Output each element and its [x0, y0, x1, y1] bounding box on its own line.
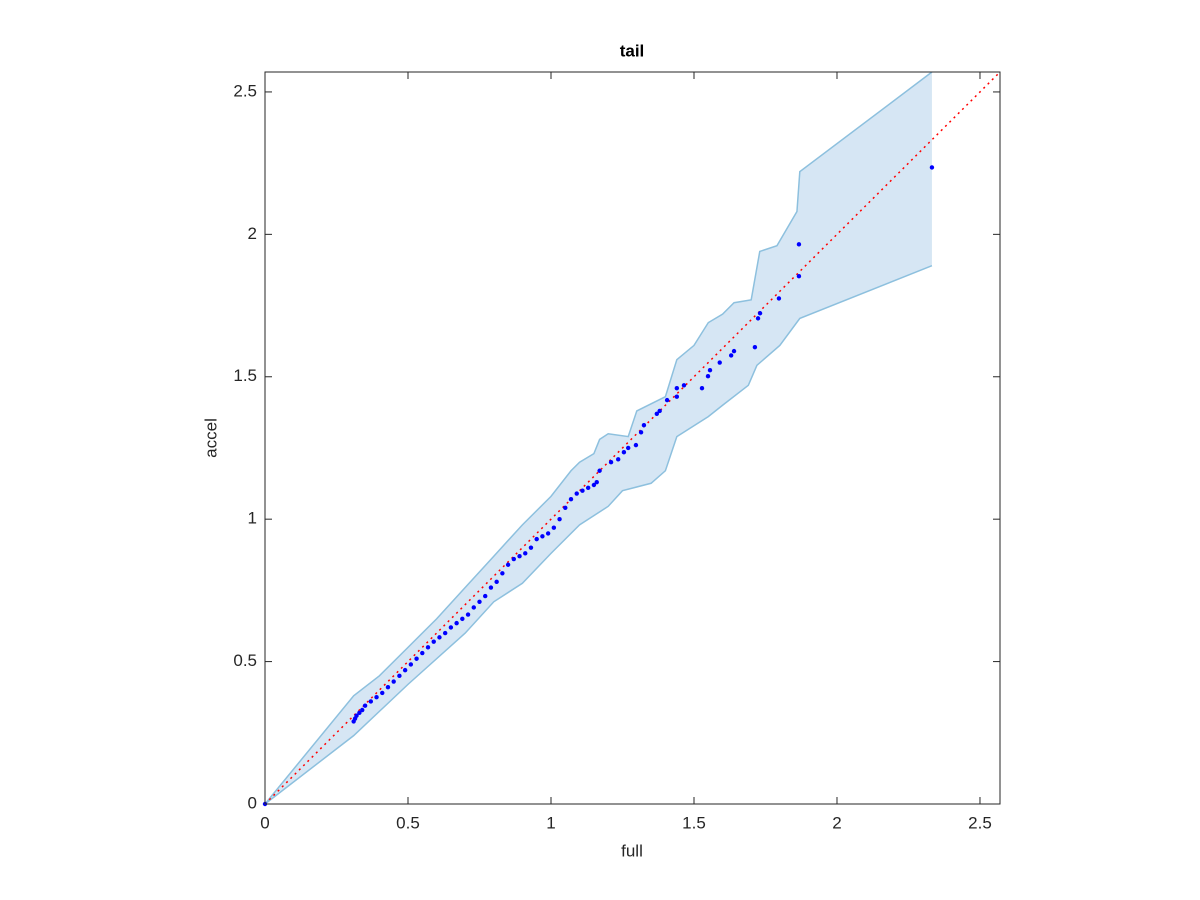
data-point — [796, 242, 802, 247]
y-tick-label: 0 — [248, 793, 257, 812]
data-point — [616, 457, 621, 462]
data-point — [681, 383, 687, 388]
axes-box — [264, 71, 1001, 805]
data-point — [534, 536, 539, 542]
confidence-band-lower — [264, 264, 933, 805]
data-point — [752, 344, 758, 350]
data-point — [397, 673, 402, 679]
y-tick-label: 1.5 — [233, 366, 257, 385]
data-point — [657, 408, 662, 414]
confidence-band-upper — [264, 71, 933, 805]
data-point — [442, 630, 448, 636]
reference-line — [264, 71, 1001, 805]
data-point — [408, 662, 414, 667]
data-point — [591, 482, 597, 488]
data-point — [374, 694, 379, 700]
data-point — [626, 445, 631, 451]
data-point — [597, 468, 602, 473]
data-point — [705, 373, 711, 379]
data-point — [731, 348, 737, 354]
data-point — [638, 430, 644, 435]
data-point — [776, 296, 782, 301]
chart-title: tail — [620, 41, 645, 60]
data-point — [929, 165, 935, 170]
y-tick-label: 2 — [248, 224, 257, 243]
data-point — [594, 479, 599, 485]
data-point — [608, 460, 614, 465]
data-point — [674, 394, 680, 399]
data-point — [425, 645, 431, 650]
data-point — [621, 450, 627, 455]
y-tick-label: 1 — [248, 509, 257, 528]
data-point — [488, 585, 494, 590]
data-point — [494, 579, 499, 585]
data-point — [477, 599, 482, 604]
data-point — [368, 699, 374, 704]
data-point — [757, 311, 763, 316]
data-point — [523, 551, 528, 556]
data-point — [717, 360, 722, 365]
data-point — [641, 422, 647, 428]
data-point — [437, 635, 442, 640]
data-point — [728, 353, 734, 358]
data-point — [551, 525, 557, 530]
data-point — [362, 703, 368, 708]
data-point — [633, 442, 639, 448]
confidence-band-fill — [265, 72, 932, 804]
data-point — [500, 571, 505, 576]
data-point — [420, 650, 425, 656]
data-point — [391, 679, 396, 684]
data-point — [465, 612, 471, 617]
data-point — [471, 605, 476, 610]
data-point — [557, 516, 562, 522]
y-tick-label: 2.5 — [233, 81, 257, 100]
data-point — [540, 534, 545, 539]
x-tick-label: 1 — [546, 813, 555, 832]
data-point — [585, 485, 591, 491]
data-point — [448, 625, 454, 630]
data-point — [360, 707, 365, 713]
x-tick-label: 0 — [260, 813, 269, 832]
data-point — [357, 710, 362, 716]
data-point — [380, 690, 385, 696]
data-point — [563, 505, 568, 510]
data-point — [654, 411, 660, 416]
y-tick-label: 0.5 — [233, 651, 257, 670]
data-point — [699, 385, 705, 391]
data-point — [568, 497, 574, 502]
data-point — [664, 397, 670, 403]
data-point — [402, 667, 408, 673]
data-point — [796, 274, 802, 279]
data-point — [574, 491, 579, 496]
x-tick-label: 2.5 — [968, 813, 992, 832]
data-point — [707, 368, 713, 373]
data-point — [385, 685, 391, 690]
x-tick-label: 0.5 — [396, 813, 420, 832]
data-point — [505, 562, 511, 567]
x-axis-label: full — [621, 841, 643, 860]
data-point — [431, 639, 436, 644]
x-tick-label: 2 — [832, 813, 841, 832]
data-point — [354, 713, 359, 718]
data-point — [545, 531, 551, 536]
data-point — [674, 385, 680, 391]
data-point — [517, 554, 522, 559]
data-point — [454, 620, 459, 626]
data-point — [483, 593, 488, 599]
data-point — [511, 556, 517, 562]
data-point — [580, 488, 585, 493]
x-tick-label: 1.5 — [682, 813, 706, 832]
y-axis-label: accel — [201, 418, 220, 458]
data-point — [528, 545, 534, 550]
data-point — [460, 616, 465, 622]
data-point — [414, 656, 419, 661]
data-point — [755, 316, 761, 321]
